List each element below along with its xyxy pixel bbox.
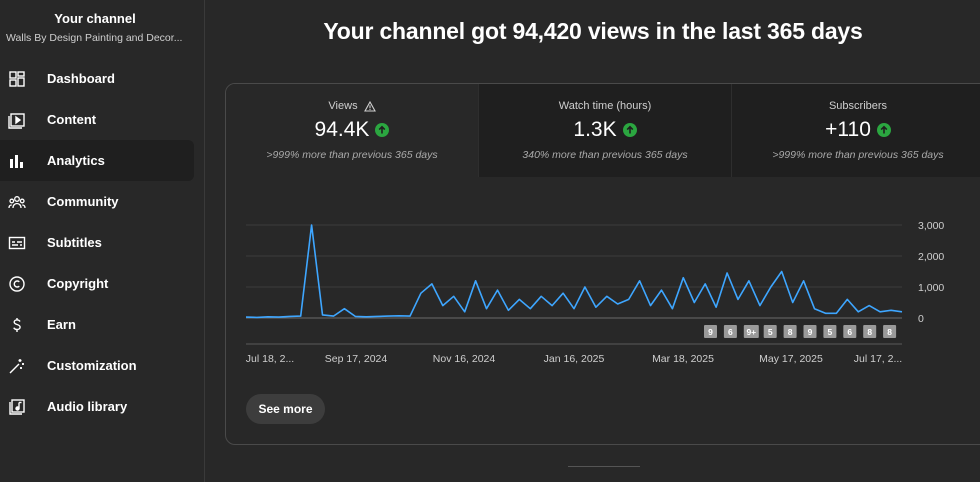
sidebar-item-label: Earn: [47, 317, 76, 332]
sidebar-item-label: Subtitles: [47, 235, 102, 250]
content-marker[interactable]: 5: [823, 325, 837, 338]
tab-watch-time[interactable]: Watch time (hours) 1.3K 340% more than p…: [479, 84, 732, 177]
y-tick-label: 0: [918, 313, 924, 325]
svg-text:5: 5: [828, 327, 833, 337]
metric-tabs: Views 94.4K >999% more than previous 365…: [226, 84, 980, 177]
sidebar-item-label: Analytics: [47, 153, 105, 168]
sidebar-item-label: Content: [47, 112, 97, 127]
customization-icon: [8, 357, 26, 375]
x-tick-label: Sep 17, 2024: [325, 353, 388, 365]
y-tick-label: 3,000: [918, 220, 944, 232]
tab-value: +110: [732, 118, 980, 142]
earn-icon: [8, 316, 26, 334]
tab-title-text: Watch time (hours): [558, 100, 652, 112]
content-marker[interactable]: 5: [763, 325, 777, 338]
x-tick-label: Jul 18, 2...: [246, 353, 294, 365]
tab-title-text: Views: [328, 100, 358, 112]
arrow-up-icon: [375, 123, 390, 137]
community-icon: [8, 193, 26, 211]
sidebar-item-label: Customization: [47, 358, 137, 373]
svg-text:8: 8: [887, 327, 892, 337]
content-marker[interactable]: 6: [723, 325, 737, 338]
svg-text:9: 9: [808, 327, 813, 337]
sidebar-item-earn[interactable]: Earn: [0, 304, 194, 345]
dashboard-icon: [8, 70, 26, 88]
x-tick-label: Jul 17, 2...: [854, 353, 902, 365]
views-series-line: [245, 224, 903, 319]
tab-comparison: >999% more than previous 365 days: [772, 149, 944, 161]
tab-title: Views: [226, 100, 478, 112]
content-marker[interactable]: 9: [704, 325, 717, 338]
views-line-chart[interactable]: 3,000 2,000 1,000 0 9 6 9+ 5 8 9 5 6 8 8 Jul 18, 2... S…: [226, 177, 980, 377]
y-tick-label: 1,000: [918, 282, 944, 294]
sidebar-nav: Dashboard Content Analytics Community Su…: [0, 58, 194, 427]
sidebar-item-audio-library[interactable]: Audio library: [0, 386, 194, 427]
content-marker[interactable]: 9: [803, 325, 817, 338]
page-headline: Your channel got 94,420 views in the las…: [323, 18, 863, 44]
divider: [568, 466, 640, 467]
copyright-icon: [8, 275, 26, 293]
sidebar-item-analytics[interactable]: Analytics: [0, 140, 194, 181]
x-tick-label: Mar 18, 2025: [652, 353, 714, 365]
tab-value-text: 1.3K: [573, 118, 617, 141]
channel-name[interactable]: Walls By Design Painting and Decor...: [6, 32, 183, 44]
sidebar-item-subtitles[interactable]: Subtitles: [0, 222, 194, 263]
content-marker[interactable]: 6: [843, 325, 857, 338]
svg-text:6: 6: [847, 327, 852, 337]
channel-title: Your channel: [54, 11, 136, 26]
sidebar-item-copyright[interactable]: Copyright: [0, 263, 194, 304]
svg-text:8: 8: [867, 327, 872, 337]
tab-subscribers[interactable]: Subscribers +110 >999% more than previou…: [732, 84, 980, 177]
tab-comparison: >999% more than previous 365 days: [266, 149, 438, 161]
sidebar-item-label: Audio library: [47, 399, 128, 414]
content-marker[interactable]: 9+: [743, 325, 759, 338]
svg-text:9+: 9+: [746, 327, 756, 337]
sidebar-item-label: Copyright: [47, 276, 109, 291]
tab-title: Subscribers: [732, 100, 980, 112]
svg-text:8: 8: [788, 327, 793, 337]
arrow-up-icon: [876, 123, 891, 137]
svg-text:6: 6: [728, 327, 733, 337]
warning-icon[interactable]: [363, 100, 376, 112]
content-marker[interactable]: 8: [883, 325, 897, 338]
content-marker[interactable]: 8: [783, 325, 797, 338]
sidebar-item-community[interactable]: Community: [0, 181, 194, 222]
sidebar-item-customization[interactable]: Customization: [0, 345, 194, 386]
sidebar-item-label: Dashboard: [47, 71, 115, 86]
see-more-button[interactable]: See more: [246, 394, 325, 424]
subtitles-icon: [8, 234, 26, 252]
x-tick-label: Nov 16, 2024: [433, 353, 496, 365]
tab-comparison: 340% more than previous 365 days: [522, 149, 688, 161]
x-tick-label: May 17, 2025: [759, 353, 823, 365]
tab-title-text: Subscribers: [828, 100, 888, 112]
tab-views[interactable]: Views 94.4K >999% more than previous 365…: [226, 84, 479, 177]
tab-value: 94.4K: [226, 118, 478, 142]
tab-value: 1.3K: [479, 118, 731, 142]
svg-text:9: 9: [708, 327, 713, 337]
content-marker[interactable]: 8: [863, 325, 877, 338]
content-icon: [8, 111, 26, 129]
sidebar-item-dashboard[interactable]: Dashboard: [0, 58, 194, 99]
y-tick-label: 2,000: [918, 251, 944, 263]
sidebar-item-content[interactable]: Content: [0, 99, 194, 140]
analytics-icon: [8, 152, 26, 170]
tab-value-text: 94.4K: [314, 118, 370, 141]
sidebar-item-label: Community: [47, 194, 119, 209]
tab-value-text: +110: [825, 118, 871, 141]
audio-library-icon: [8, 398, 26, 416]
overview-card: Views 94.4K >999% more than previous 365…: [225, 83, 980, 445]
arrow-up-icon: [622, 123, 637, 137]
tab-title: Watch time (hours): [479, 100, 731, 112]
svg-text:5: 5: [768, 327, 773, 337]
x-tick-label: Jan 16, 2025: [544, 353, 605, 365]
sidebar: Your channel Walls By Design Painting an…: [0, 0, 205, 482]
